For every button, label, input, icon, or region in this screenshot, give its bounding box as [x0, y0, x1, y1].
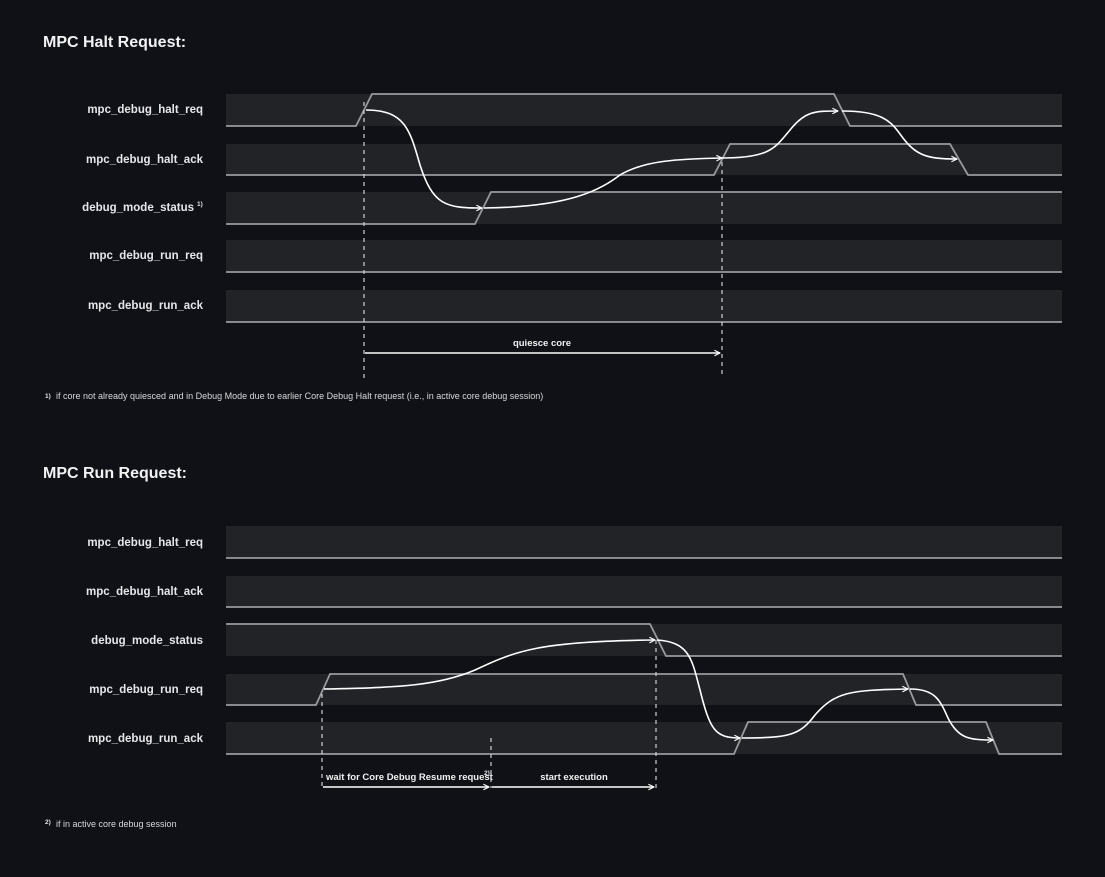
run-arrow-req-fall-to-ack-fall: [909, 688, 993, 740]
halt-wave-debug-mode-status: [226, 191, 1062, 225]
halt-status-superscript: 1): [197, 201, 203, 208]
halt-span-label: quiesce core: [513, 338, 571, 349]
halt-label-halt-ack: mpc_debug_halt_ack: [86, 154, 204, 166]
run-signal-bands: [226, 526, 1062, 754]
halt-label-run-ack: mpc_debug_run_ack: [88, 300, 204, 312]
run-wave-run-req: [226, 673, 1062, 706]
run-band-halt-req: [226, 526, 1062, 558]
run-markers: wait for Core Debug Resume request 2) st…: [321, 640, 657, 788]
run-title: MPC Run Request:: [43, 465, 187, 482]
run-label-debug-mode-status: debug_mode_status: [91, 635, 203, 647]
halt-band-halt-req: [226, 94, 1062, 126]
run-arrow-ack-to-req-fall: [741, 689, 908, 739]
halt-wave-halt-req: [226, 93, 1062, 127]
halt-wave-halt-ack: [226, 143, 1062, 176]
halt-signal-bands: [226, 94, 1062, 322]
halt-band-debug-mode-status: [226, 192, 1062, 224]
halt-arrow-ack-to-req-fall: [721, 111, 838, 159]
run-waveforms: [226, 557, 1062, 755]
run-arrow-req-to-status: [323, 640, 655, 690]
run-label-run-req: mpc_debug_run_req: [89, 684, 203, 696]
halt-title: MPC Halt Request:: [43, 34, 186, 51]
halt-waveforms: [226, 93, 1062, 323]
run-signal-labels: mpc_debug_halt_req mpc_debug_halt_ack de…: [86, 537, 204, 745]
halt-band-run-req: [226, 240, 1062, 272]
halt-markers: quiesce core: [363, 102, 723, 378]
halt-arrow-status-to-ack: [483, 158, 722, 209]
run-label-halt-req: mpc_debug_halt_req: [87, 537, 203, 549]
halt-band-halt-ack: [226, 144, 1062, 175]
halt-label-run-req: mpc_debug_run_req: [89, 250, 203, 262]
halt-label-debug-mode-status: debug_mode_status: [82, 202, 194, 214]
halt-footnote-mark: 1): [45, 393, 51, 400]
halt-arrow-req-to-status: [365, 109, 482, 208]
halt-label-halt-req: mpc_debug_halt_req: [87, 104, 203, 116]
run-label-halt-ack: mpc_debug_halt_ack: [86, 586, 204, 598]
run-causality-arrows: [323, 639, 993, 740]
run-span1-label: wait for Core Debug Resume request: [325, 772, 494, 783]
halt-arrow-req-fall-to-ack-fall: [841, 110, 957, 159]
run-band-halt-ack: [226, 576, 1062, 607]
run-band-run-ack: [226, 722, 1062, 754]
run-span2-label: start execution: [540, 772, 608, 783]
halt-band-run-ack: [226, 290, 1062, 322]
run-footnote: if in active core debug session: [56, 819, 177, 829]
run-label-run-ack: mpc_debug_run_ack: [88, 733, 204, 745]
run-arrow-status-to-ack: [656, 639, 740, 738]
run-span1-superscript: 2): [484, 770, 490, 777]
run-band-run-req: [226, 674, 1062, 705]
halt-causality-arrows: [365, 109, 957, 209]
halt-footnote: if core not already quiesced and in Debu…: [56, 391, 543, 401]
run-section: MPC Run Request: mpc_debug_halt_req mpc_…: [43, 465, 1062, 829]
run-footnote-mark: 2): [45, 819, 51, 826]
halt-signal-labels: mpc_debug_halt_req mpc_debug_halt_ack de…: [82, 104, 203, 312]
halt-section: MPC Halt Request: mpc_debug_halt_req mpc…: [43, 34, 1062, 401]
run-wave-run-ack: [226, 721, 1062, 755]
